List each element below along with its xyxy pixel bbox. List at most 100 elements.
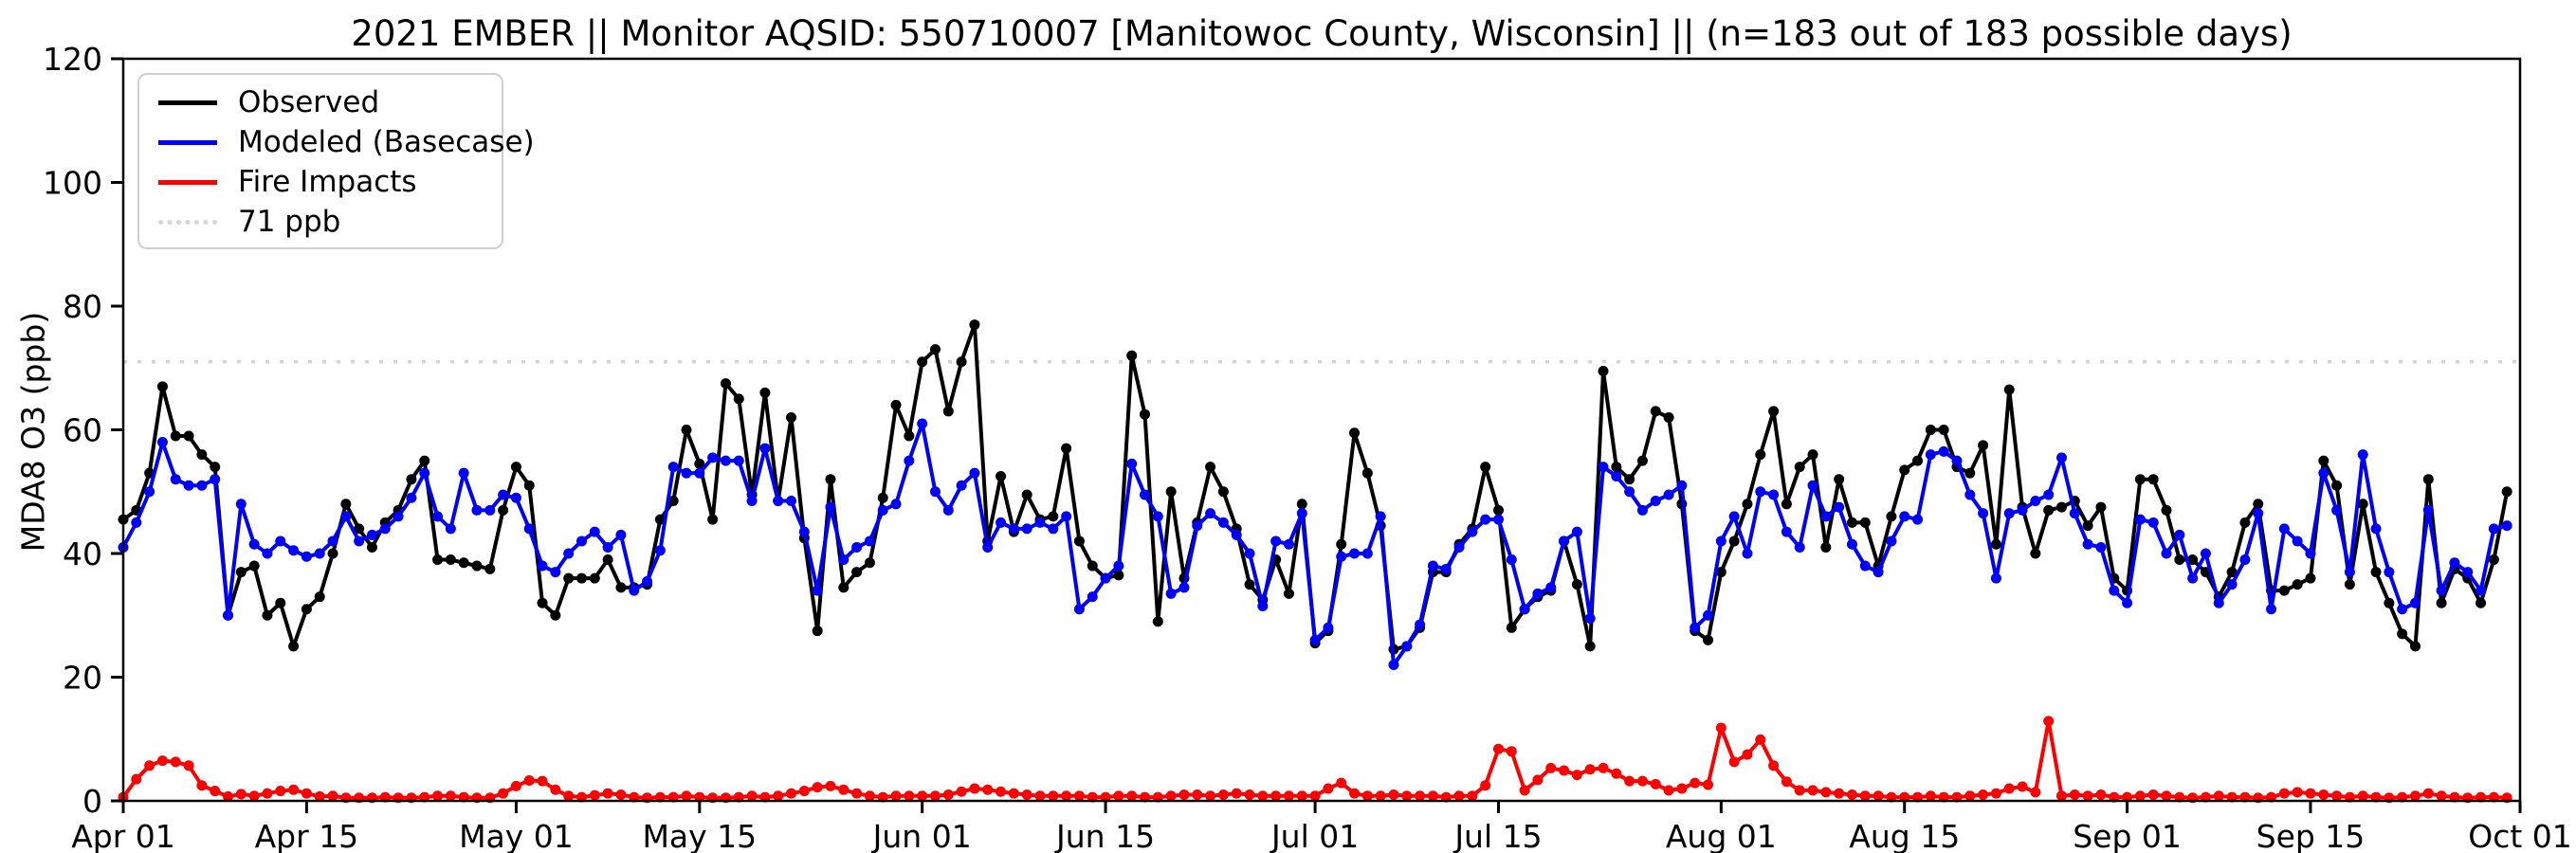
data-point <box>1388 659 1399 670</box>
data-point <box>2082 790 2093 802</box>
data-point <box>170 430 181 442</box>
data-point <box>2292 535 2303 547</box>
data-point <box>2488 523 2499 535</box>
data-point <box>2409 597 2421 608</box>
data-point <box>419 467 430 479</box>
data-point <box>1361 548 1373 559</box>
data-point <box>2095 789 2107 800</box>
data-point <box>1178 789 1190 800</box>
data-point <box>2436 597 2447 608</box>
legend-item-threshold: 71 ppb <box>139 202 502 242</box>
data-point <box>890 790 902 802</box>
data-point <box>1467 790 1478 802</box>
data-point <box>2501 486 2512 498</box>
data-point <box>498 788 509 799</box>
data-point <box>838 582 850 593</box>
chart-title: 2021 EMBER || Monitor AQSID: 550710007 [… <box>351 13 2293 54</box>
data-point <box>2318 789 2329 800</box>
data-point <box>235 499 247 510</box>
data-point <box>1938 425 1949 435</box>
data-point <box>2436 790 2447 802</box>
data-point <box>275 597 286 608</box>
data-point <box>2003 384 2015 395</box>
data-point <box>759 443 771 454</box>
data-point <box>432 511 444 522</box>
legend-item-modeled: Modeled (Basecase) <box>139 122 535 162</box>
data-point <box>1703 634 1714 645</box>
data-point <box>1427 560 1438 572</box>
data-point <box>1781 776 1792 788</box>
data-point <box>484 504 496 516</box>
data-point <box>904 430 915 442</box>
data-point <box>707 452 719 463</box>
data-point <box>1361 467 1373 479</box>
data-point <box>2147 517 2159 528</box>
data-point <box>1663 489 1674 500</box>
data-point <box>1152 511 1163 522</box>
data-point <box>2095 541 2107 553</box>
data-point <box>2476 585 2487 596</box>
data-point <box>1794 541 1805 553</box>
data-point <box>1559 535 1570 547</box>
data-point <box>1296 790 1307 802</box>
series-line-2 <box>121 718 2508 800</box>
data-point <box>1781 526 1792 537</box>
data-point <box>1165 790 1177 802</box>
data-point <box>864 557 875 569</box>
data-point <box>2161 504 2172 516</box>
data-point <box>2043 716 2055 727</box>
data-point <box>1584 764 1596 775</box>
data-point <box>1859 517 1871 528</box>
data-point <box>1755 486 1766 498</box>
data-point <box>851 567 863 578</box>
threshold-line-swatch <box>158 219 217 225</box>
data-point <box>1480 462 1491 473</box>
fire-line-swatch <box>158 179 217 185</box>
data-point <box>523 774 535 786</box>
data-point <box>1611 768 1622 779</box>
data-point <box>340 511 352 522</box>
data-point <box>1270 790 1282 802</box>
data-point <box>1571 770 1582 781</box>
data-point <box>288 641 300 652</box>
data-point <box>1244 789 1255 800</box>
data-point <box>419 455 430 466</box>
data-point <box>131 773 142 785</box>
data-point <box>2082 520 2093 532</box>
data-point <box>1715 722 1726 734</box>
data-point <box>2069 789 2080 800</box>
data-point <box>1703 779 1714 790</box>
data-point <box>877 504 888 516</box>
data-point <box>996 517 1007 528</box>
data-point <box>1978 789 1989 800</box>
data-point <box>2501 520 2512 532</box>
data-point <box>589 789 600 801</box>
data-point <box>1283 538 1294 550</box>
data-point <box>1611 462 1622 473</box>
data-point <box>314 790 325 802</box>
data-point <box>602 788 613 799</box>
data-point <box>248 560 260 572</box>
data-point <box>2187 572 2199 584</box>
data-point <box>498 504 509 516</box>
data-point <box>1886 535 1897 547</box>
data-point <box>720 378 731 390</box>
data-point <box>890 399 902 410</box>
data-point <box>2043 489 2055 500</box>
data-point <box>2056 452 2068 463</box>
data-point <box>196 449 208 461</box>
data-point <box>2409 790 2421 802</box>
data-point <box>2422 474 2434 485</box>
data-point <box>1742 499 1753 510</box>
data-point <box>379 523 391 535</box>
data-point <box>223 790 234 802</box>
data-point <box>733 393 744 405</box>
data-point <box>996 786 1007 797</box>
data-point <box>1126 790 1138 802</box>
data-point <box>1794 462 1805 473</box>
data-point <box>1846 789 1857 800</box>
data-point <box>484 563 496 574</box>
data-point <box>851 788 863 799</box>
data-point <box>1728 535 1740 547</box>
data-point <box>2003 783 2015 794</box>
